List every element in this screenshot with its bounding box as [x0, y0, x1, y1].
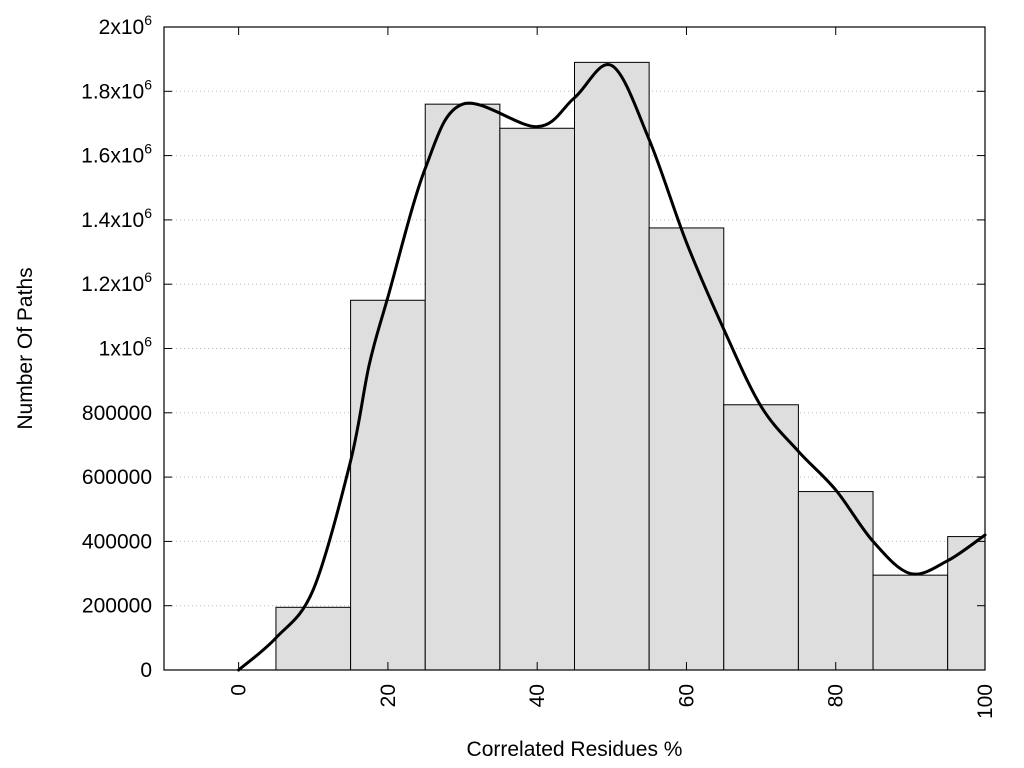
histogram-bar-8: [872, 574, 949, 671]
x-axis: 0 20 40 60 80 100: [228, 27, 997, 719]
x-tick-label: 0: [228, 684, 251, 696]
histogram-bar-1: [350, 299, 426, 671]
histogram-bars: [275, 61, 986, 671]
x-tick-label: 40: [526, 684, 549, 707]
y-tick-label: 800000: [82, 402, 152, 425]
y-axis-title: Number Of Paths: [14, 267, 37, 429]
y-tick-label: 600000: [82, 466, 152, 489]
density-curve: [237, 63, 987, 672]
y-tick-label: 1.4x106: [81, 205, 152, 232]
histogram-bar-7: [797, 491, 874, 671]
histogram-bar-2: [424, 103, 501, 671]
y-axis: 0 200000 400000 600000 800000 1x106 1.2x106 1.4…: [81, 12, 985, 682]
x-tick-label: 100: [974, 684, 997, 719]
y-tick-label: 200000: [82, 595, 152, 618]
histogram-bar-0: [275, 606, 352, 671]
y-tick-label: 400000: [82, 530, 152, 553]
x-axis-title: Correlated Residues %: [467, 738, 683, 761]
histogram-bar-6: [723, 404, 799, 671]
histogram-bar-5: [648, 227, 725, 671]
y-tick-label: 1x106: [99, 334, 153, 361]
y-tick-label: 0: [140, 659, 152, 682]
y-tick-label: 1.8x106: [81, 76, 152, 103]
y-tick-label: 2x106: [99, 12, 153, 39]
y-tick-label: 1.6x106: [81, 141, 152, 168]
y-tick-label: 1.2x106: [81, 269, 152, 296]
histogram-bar-4: [574, 61, 650, 671]
x-tick-label: 80: [825, 684, 848, 707]
x-tick-label: 20: [377, 684, 400, 707]
x-tick-label: 60: [675, 684, 698, 707]
histogram-bar-3: [499, 127, 576, 671]
